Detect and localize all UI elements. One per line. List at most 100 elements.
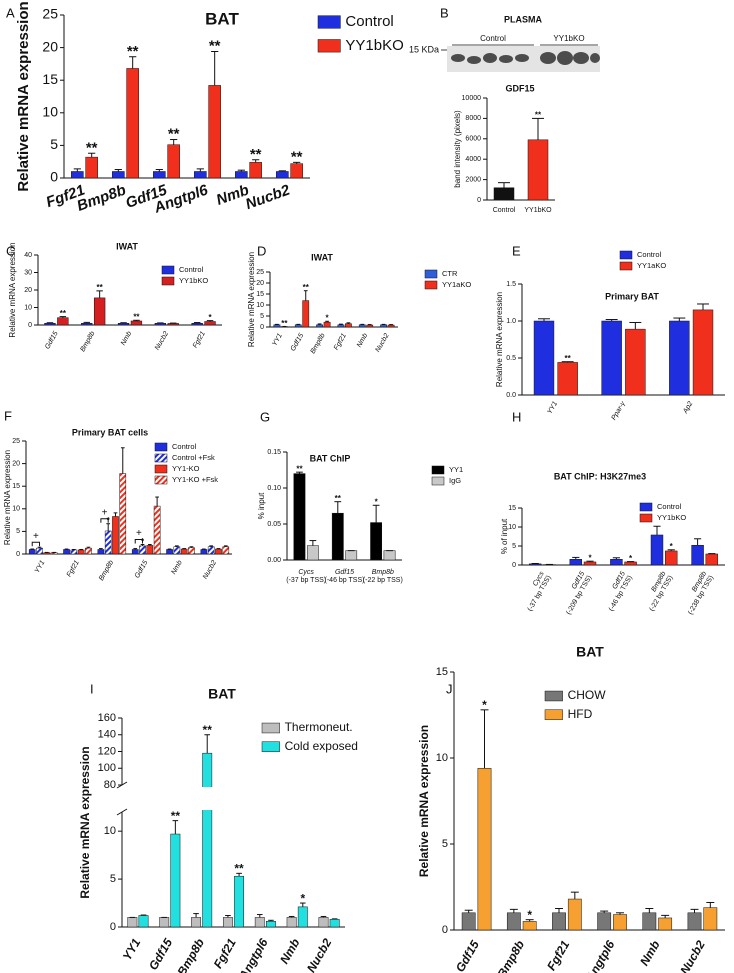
y-tick-label: 5 <box>512 543 516 550</box>
significance: ** <box>86 139 98 156</box>
error-bar <box>339 323 343 325</box>
bar <box>380 324 387 328</box>
bar <box>387 324 395 328</box>
y-tick-label: 8000 <box>465 115 481 122</box>
x-tick-label: Nmb <box>277 936 302 966</box>
bar <box>28 549 36 555</box>
bar <box>650 534 664 566</box>
x-tick-label: Gdf15(-46 bp TSS) <box>325 569 365 584</box>
bar <box>610 559 623 566</box>
legend-swatch <box>317 39 341 53</box>
bar <box>153 171 166 179</box>
error-bar <box>309 540 317 546</box>
axis-break-mark <box>116 808 128 816</box>
error-bar <box>661 914 670 918</box>
y-axis-label: Relative mRNA expression <box>78 746 92 898</box>
significance: * <box>300 891 305 905</box>
x-tick-label: Nmb <box>170 559 184 575</box>
x-tick-label: Bmp8b <box>175 936 207 973</box>
bar <box>597 912 612 931</box>
error-bar <box>303 290 308 301</box>
bar <box>316 324 323 328</box>
error-bar <box>189 546 194 548</box>
y-tick-label: 1.0 <box>506 318 516 325</box>
y-tick-label: 1.5 <box>506 281 516 288</box>
bar <box>692 309 714 396</box>
bracket-label: + <box>102 507 108 518</box>
significance: ** <box>127 43 139 60</box>
legend-label: YY1aKO <box>637 261 666 270</box>
chart-title: BAT ChIP: H3K27me3 <box>554 471 646 481</box>
y-tick-label: 10000 <box>462 95 482 102</box>
y-tick-label: 25 <box>256 269 264 276</box>
panel: I BAT Relative mRNA expression 0 5 10 80 100 120… <box>78 681 358 973</box>
bar <box>112 171 125 179</box>
bar <box>249 162 262 179</box>
bar <box>180 548 188 555</box>
x-tick-label: YY1 <box>546 400 559 415</box>
y-tick-label: 20 <box>24 287 32 294</box>
x-tick-label: Bmp8b <box>79 330 96 353</box>
error-bar <box>204 734 211 754</box>
y-tick-label: 0 <box>16 551 20 558</box>
blot-lane: YY1bKO <box>553 34 584 43</box>
x-tick-label: Nucb2 <box>243 181 293 213</box>
blot-title: PLASMA <box>504 14 543 24</box>
legend-label: Control <box>637 250 662 259</box>
bar <box>306 545 319 561</box>
y-tick-label: 10 <box>436 752 448 764</box>
y-tick-label: 140 <box>98 729 116 741</box>
bar <box>493 187 515 201</box>
legend-swatch <box>317 15 341 29</box>
error-bar <box>629 321 642 330</box>
bar <box>119 473 127 555</box>
bar <box>383 550 396 561</box>
error-bar <box>113 512 118 517</box>
bar <box>254 917 265 928</box>
bar <box>370 522 383 561</box>
y-tick-label: 0.5 <box>506 355 516 362</box>
error-bar <box>480 709 489 769</box>
bar <box>215 548 222 555</box>
axis-break-mark <box>116 781 128 789</box>
bar <box>294 324 302 328</box>
x-tick-label: Gdf15 <box>44 330 60 350</box>
x-tick-label: Nmb <box>356 332 370 348</box>
bar <box>222 917 233 928</box>
panel-letter: E <box>512 243 521 258</box>
error-bar <box>320 915 327 918</box>
error-bar <box>172 820 179 835</box>
legend-swatch <box>154 475 168 485</box>
panel-letter: C <box>6 243 15 258</box>
y-tick-label: 15 <box>42 71 58 87</box>
bar <box>208 85 221 179</box>
error-bar <box>694 538 702 546</box>
panel: A BAT Relative mRNA expression 0 5 10 15 20 25 **… <box>6 1 404 217</box>
bar <box>127 917 138 928</box>
legend-label: CTR <box>442 269 458 278</box>
bar <box>170 833 181 928</box>
axis-break-gap <box>116 787 347 810</box>
significance: ** <box>303 283 310 292</box>
y-tick-label: 6000 <box>465 136 481 143</box>
y-tick-label: 0.05 <box>267 521 281 528</box>
legend-swatch <box>431 465 445 475</box>
bar <box>57 317 69 326</box>
legend-label: Control <box>172 442 197 451</box>
panel-letter: G <box>260 409 270 424</box>
x-tick-label: Gdf15(-209 bp TSS) <box>558 570 593 616</box>
error-bar <box>605 319 618 321</box>
y-tick-label: 15 <box>508 505 516 512</box>
bar <box>194 171 207 179</box>
error-bar <box>46 322 54 324</box>
bar <box>337 324 345 328</box>
y-tick-label: 10 <box>256 302 264 309</box>
error-bar <box>175 545 179 547</box>
legend-swatch <box>161 276 175 286</box>
error-bar <box>223 545 228 547</box>
y-tick-label: 15 <box>256 291 264 298</box>
bracket <box>100 518 109 523</box>
blot-marker: 15 KDa <box>409 44 439 54</box>
